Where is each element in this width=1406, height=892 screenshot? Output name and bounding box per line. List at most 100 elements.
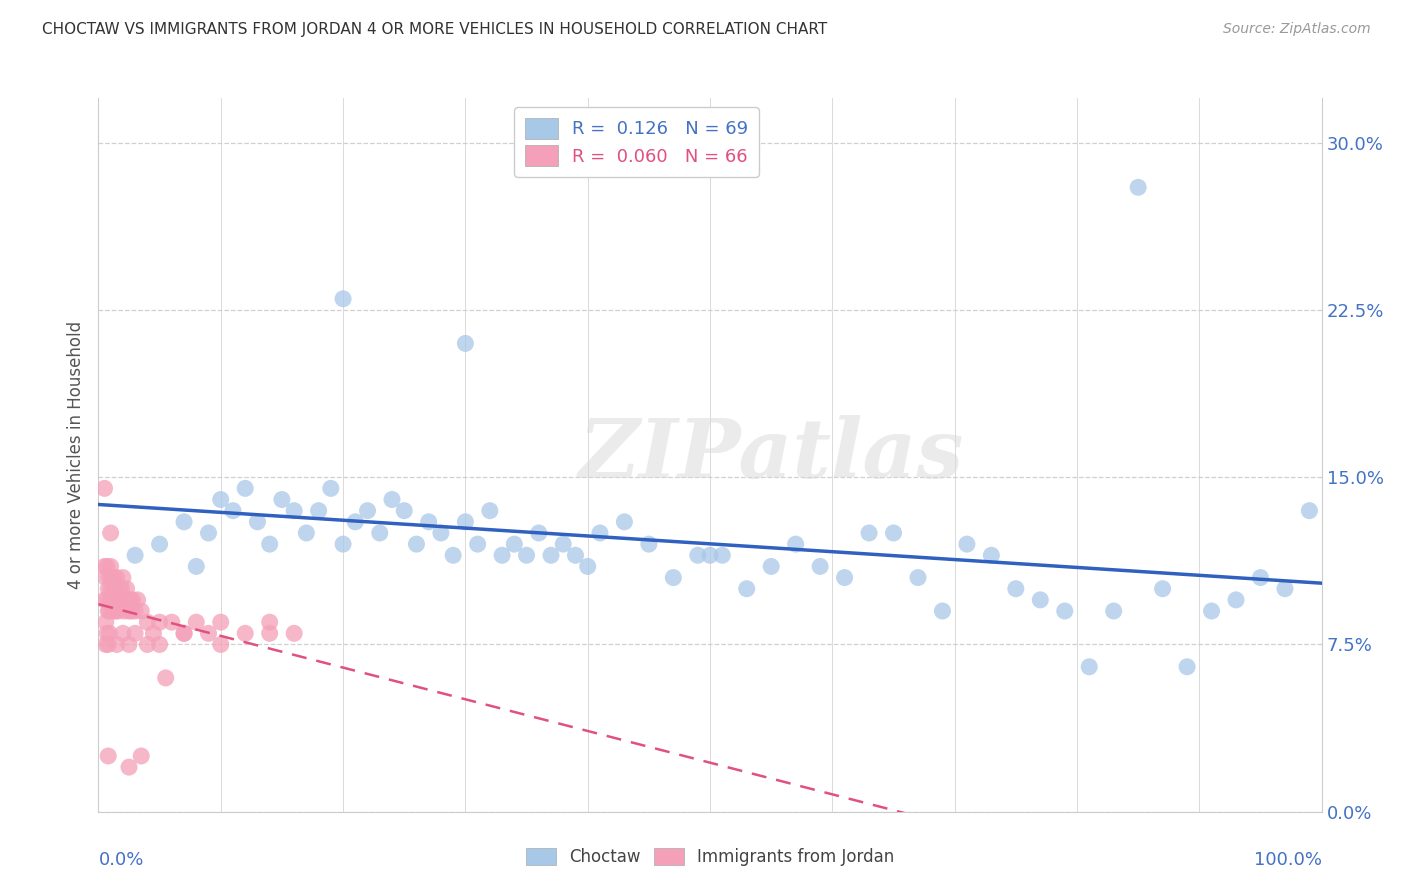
Point: [142, 626, 165, 640]
Point: [381, 492, 404, 507]
Point: [155, 671, 177, 685]
Point: [121, 592, 143, 607]
Point: [516, 548, 538, 563]
Point: [405, 537, 427, 551]
Point: [259, 537, 281, 551]
Point: [1152, 582, 1174, 596]
Point: [111, 626, 134, 640]
Point: [94, 615, 117, 630]
Point: [259, 626, 281, 640]
Point: [295, 526, 318, 541]
Point: [96, 559, 118, 574]
Point: [100, 526, 122, 541]
Point: [540, 548, 562, 563]
Point: [96, 592, 118, 607]
Point: [834, 571, 856, 585]
Point: [149, 537, 172, 551]
Point: [209, 615, 232, 630]
Point: [136, 615, 159, 630]
Point: [259, 615, 281, 630]
Point: [118, 637, 141, 651]
Point: [711, 548, 734, 563]
Point: [115, 582, 138, 596]
Point: [124, 604, 146, 618]
Point: [209, 637, 232, 651]
Point: [93, 482, 115, 496]
Point: [1102, 604, 1125, 618]
Point: [124, 626, 146, 640]
Point: [101, 582, 124, 596]
Point: [101, 592, 124, 607]
Point: [686, 548, 709, 563]
Point: [114, 592, 136, 607]
Point: [418, 515, 440, 529]
Point: [97, 604, 120, 618]
Point: [430, 526, 453, 541]
Point: [101, 571, 124, 585]
Point: [1128, 180, 1150, 194]
Point: [97, 749, 120, 764]
Point: [270, 492, 294, 507]
Point: [761, 559, 783, 574]
Point: [118, 760, 141, 774]
Point: [491, 548, 513, 563]
Point: [209, 492, 232, 507]
Point: [100, 592, 122, 607]
Point: [1029, 592, 1052, 607]
Point: [478, 503, 501, 517]
Point: [564, 548, 586, 563]
Point: [103, 592, 125, 607]
Point: [105, 637, 128, 651]
Point: [808, 559, 831, 574]
Point: [149, 615, 172, 630]
Point: [441, 548, 464, 563]
Y-axis label: 4 or more Vehicles in Household: 4 or more Vehicles in Household: [66, 321, 84, 589]
Point: [931, 604, 953, 618]
Point: [117, 592, 139, 607]
Point: [907, 571, 929, 585]
Point: [108, 582, 131, 596]
Point: [120, 604, 142, 618]
Point: [332, 292, 354, 306]
Point: [283, 626, 305, 640]
Point: [173, 626, 195, 640]
Point: [104, 582, 127, 596]
Point: [186, 559, 208, 574]
Point: [96, 626, 118, 640]
Point: [94, 571, 117, 585]
Point: [98, 626, 121, 640]
Point: [233, 482, 256, 496]
Text: 0.0%: 0.0%: [98, 851, 143, 869]
Point: [127, 592, 149, 607]
Legend: Choctaw, Immigrants from Jordan: Choctaw, Immigrants from Jordan: [517, 840, 903, 875]
Point: [129, 604, 152, 618]
Point: [332, 537, 354, 551]
Point: [858, 526, 880, 541]
Point: [454, 336, 477, 351]
Point: [149, 637, 172, 651]
Point: [980, 548, 1002, 563]
Point: [1298, 503, 1320, 517]
Point: [503, 537, 526, 551]
Point: [104, 604, 127, 618]
Point: [233, 626, 256, 640]
Point: [118, 604, 141, 618]
Point: [197, 526, 219, 541]
Point: [699, 548, 721, 563]
Point: [246, 515, 269, 529]
Text: ZIPatlas: ZIPatlas: [578, 415, 965, 495]
Point: [97, 582, 120, 596]
Point: [1225, 592, 1247, 607]
Point: [173, 515, 195, 529]
Point: [173, 626, 195, 640]
Point: [356, 503, 378, 517]
Point: [467, 537, 489, 551]
Point: [93, 559, 115, 574]
Point: [368, 526, 391, 541]
Point: [576, 559, 599, 574]
Point: [98, 604, 121, 618]
Point: [186, 615, 208, 630]
Point: [956, 537, 979, 551]
Point: [97, 637, 120, 651]
Point: [1201, 604, 1223, 618]
